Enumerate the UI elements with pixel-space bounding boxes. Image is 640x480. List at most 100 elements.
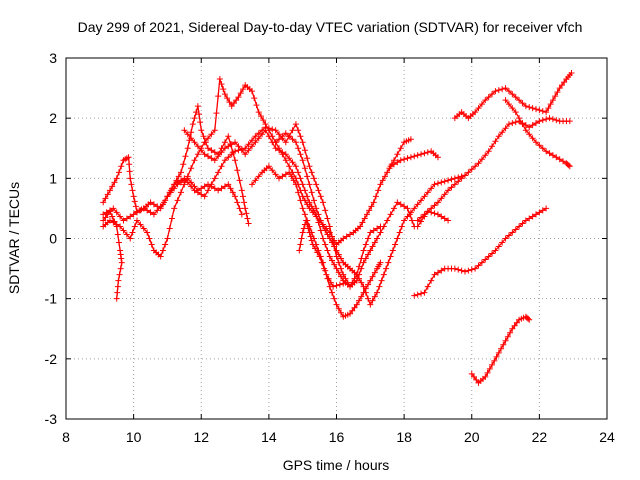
data-point-marker	[171, 185, 178, 192]
data-point-marker	[338, 309, 345, 316]
data-point-marker	[117, 247, 124, 254]
data-point-marker	[522, 122, 529, 129]
x-tick-label: 24	[599, 429, 615, 445]
data-point-marker	[539, 117, 546, 124]
data-point-marker	[434, 211, 441, 218]
data-point-marker	[228, 103, 235, 110]
data-point-marker	[325, 275, 332, 282]
data-point-marker	[493, 353, 500, 360]
data-point-marker	[132, 203, 139, 210]
data-point-marker	[205, 145, 212, 152]
data-point-marker	[215, 93, 222, 100]
data-point-marker	[428, 205, 435, 212]
data-point-marker	[242, 205, 249, 212]
data-point-marker	[255, 135, 262, 142]
data-point-marker	[411, 153, 418, 160]
data-point-marker	[553, 117, 560, 124]
data-point-marker	[370, 227, 377, 234]
data-point-marker	[362, 241, 369, 248]
series-trace	[413, 207, 547, 297]
data-point-marker	[304, 193, 311, 200]
data-point-marker	[516, 223, 523, 230]
data-point-marker	[123, 215, 130, 222]
data-point-marker	[226, 99, 233, 106]
series-arc-j	[387, 148, 441, 170]
data-point-marker	[150, 211, 157, 218]
data-point-marker	[397, 157, 404, 164]
data-point-marker	[377, 229, 384, 236]
data-point-marker	[198, 127, 205, 134]
data-point-marker	[347, 310, 354, 317]
data-point-marker	[330, 283, 337, 290]
data-point-marker	[421, 289, 428, 296]
data-point-marker	[299, 229, 306, 236]
data-point-marker	[191, 139, 198, 146]
data-point-marker	[441, 215, 448, 222]
data-point-marker	[512, 226, 519, 233]
data-point-marker	[114, 283, 121, 290]
data-point-marker	[478, 259, 485, 266]
data-point-marker	[245, 147, 252, 154]
data-point-marker	[157, 253, 164, 260]
data-point-marker	[288, 173, 295, 180]
data-point-marker	[404, 213, 411, 220]
data-point-marker	[326, 235, 333, 242]
data-point-marker	[489, 250, 496, 257]
data-point-marker	[335, 305, 342, 312]
data-point-marker	[545, 105, 552, 112]
data-point-marker	[234, 199, 241, 206]
data-point-marker	[279, 133, 286, 140]
data-point-marker	[522, 103, 529, 110]
data-point-marker	[306, 181, 313, 188]
data-point-marker	[313, 205, 320, 212]
series-arc-p	[468, 313, 533, 386]
data-point-marker	[295, 169, 302, 176]
data-point-marker	[465, 267, 472, 274]
data-point-marker	[365, 295, 372, 302]
data-point-marker	[120, 217, 127, 224]
data-point-marker	[310, 197, 317, 204]
data-point-marker	[438, 213, 445, 220]
data-point-marker	[177, 169, 184, 176]
data-point-marker	[560, 158, 567, 165]
data-point-marker	[495, 133, 502, 140]
data-point-marker	[411, 205, 418, 212]
data-point-marker	[505, 232, 512, 239]
data-point-marker	[502, 85, 509, 92]
data-point-marker	[131, 223, 138, 230]
data-point-marker	[482, 152, 489, 159]
data-point-marker	[401, 203, 408, 210]
data-point-marker	[109, 213, 116, 220]
data-point-marker	[117, 251, 124, 258]
data-point-marker	[362, 289, 369, 296]
data-point-marker	[118, 163, 125, 170]
data-point-marker	[237, 90, 244, 97]
data-point-marker	[211, 127, 218, 134]
data-point-marker	[171, 205, 178, 212]
data-point-marker	[130, 211, 137, 218]
data-point-marker	[299, 139, 306, 146]
data-point-marker	[106, 217, 113, 224]
data-point-marker	[356, 275, 363, 282]
data-point-marker	[331, 261, 338, 268]
data-point-marker	[238, 211, 245, 218]
data-point-marker	[387, 253, 394, 260]
data-point-marker	[301, 187, 308, 194]
data-point-marker	[370, 199, 377, 206]
x-tick-label: 12	[193, 429, 209, 445]
data-point-marker	[104, 191, 111, 198]
data-point-marker	[484, 369, 491, 376]
data-point-marker	[269, 167, 276, 174]
data-point-marker	[289, 136, 296, 143]
data-point-marker	[257, 113, 264, 120]
data-point-marker	[365, 235, 372, 242]
data-point-marker	[245, 141, 252, 148]
data-point-marker	[253, 102, 260, 109]
data-point-marker	[461, 268, 468, 275]
data-point-marker	[543, 205, 550, 212]
data-point-marker	[418, 218, 425, 225]
data-point-marker	[499, 129, 506, 136]
data-point-marker	[229, 189, 236, 196]
data-point-marker	[113, 175, 120, 182]
data-point-marker	[118, 255, 125, 262]
